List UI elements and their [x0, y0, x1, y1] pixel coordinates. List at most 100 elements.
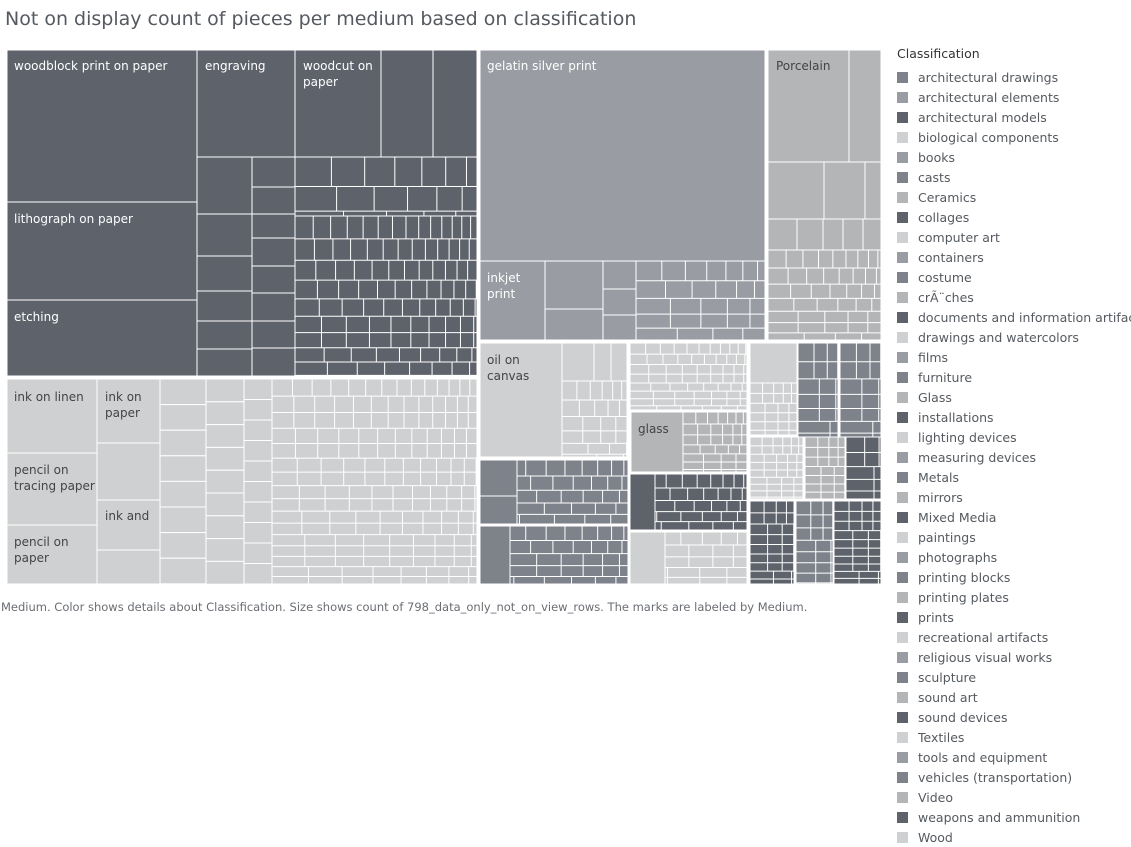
treemap-cell[interactable]: [159, 557, 207, 585]
treemap-cell[interactable]: [864, 161, 882, 220]
treemap-cell[interactable]: [243, 501, 273, 523]
legend-item[interactable]: crÃ¨ches: [897, 287, 1129, 307]
treemap-cell[interactable]: [243, 419, 273, 441]
treemap-cell[interactable]: [196, 156, 253, 215]
legend-item[interactable]: collages: [897, 207, 1129, 227]
treemap-cell[interactable]: [610, 342, 628, 382]
treemap-cell[interactable]: [196, 290, 253, 322]
treemap-cell[interactable]: [251, 347, 296, 377]
treemap-cell[interactable]: [294, 49, 382, 158]
treemap-cell[interactable]: [196, 348, 253, 377]
legend-item[interactable]: Wood: [897, 827, 1129, 847]
treemap-cell[interactable]: [823, 161, 866, 220]
legend-item[interactable]: Mixed Media: [897, 507, 1129, 527]
treemap-cell[interactable]: [251, 213, 296, 239]
treemap-cell[interactable]: [243, 460, 273, 482]
legend-item[interactable]: Video: [897, 787, 1129, 807]
legend-item[interactable]: recreational artifacts: [897, 627, 1129, 647]
legend-item[interactable]: Glass: [897, 387, 1129, 407]
treemap-cell[interactable]: [159, 506, 207, 534]
legend-item[interactable]: sound art: [897, 687, 1129, 707]
treemap-cell[interactable]: [243, 378, 273, 400]
treemap-cell[interactable]: [205, 492, 245, 517]
legend-item[interactable]: prints: [897, 607, 1129, 627]
treemap-cell[interactable]: [251, 320, 296, 349]
treemap-cell[interactable]: [271, 378, 478, 585]
treemap-cell[interactable]: [205, 469, 245, 494]
treemap-cell[interactable]: [544, 308, 604, 341]
legend-item[interactable]: tools and equipment: [897, 747, 1129, 767]
treemap-cell[interactable]: [593, 342, 612, 382]
treemap-cell[interactable]: [205, 424, 245, 448]
treemap-cell[interactable]: [159, 532, 207, 559]
treemap-cell[interactable]: [479, 342, 563, 458]
treemap-cell[interactable]: [243, 563, 273, 585]
treemap-cell[interactable]: [833, 500, 882, 585]
treemap-cell[interactable]: [862, 218, 882, 251]
treemap-cell[interactable]: [96, 378, 161, 444]
treemap-cell[interactable]: [796, 218, 824, 251]
treemap-cell[interactable]: [251, 156, 296, 188]
treemap-cell[interactable]: [294, 215, 478, 377]
treemap-cell[interactable]: [159, 455, 207, 482]
treemap-cell[interactable]: [629, 473, 656, 531]
treemap-cell[interactable]: [602, 288, 637, 316]
treemap-cell[interactable]: [205, 538, 245, 562]
treemap-cell[interactable]: [479, 49, 766, 262]
treemap-cell[interactable]: [243, 522, 273, 544]
legend-item[interactable]: sculpture: [897, 667, 1129, 687]
treemap-cell[interactable]: [96, 549, 161, 585]
treemap-cell[interactable]: [251, 292, 296, 322]
legend-item[interactable]: containers: [897, 247, 1129, 267]
legend-item[interactable]: casts: [897, 167, 1129, 187]
treemap-cell[interactable]: [629, 531, 666, 585]
treemap-cell[interactable]: [243, 481, 273, 503]
treemap-cell[interactable]: [243, 542, 273, 564]
legend-item[interactable]: furniture: [897, 367, 1129, 387]
legend-item[interactable]: photographs: [897, 547, 1129, 567]
treemap-cell[interactable]: [767, 218, 798, 251]
treemap-cell[interactable]: [845, 436, 882, 500]
legend-item[interactable]: films: [897, 347, 1129, 367]
treemap-cell[interactable]: [251, 237, 296, 267]
treemap-cell[interactable]: [196, 320, 253, 350]
treemap-cell[interactable]: [839, 342, 882, 438]
legend-item[interactable]: religious visual works: [897, 647, 1129, 667]
legend-item[interactable]: architectural drawings: [897, 67, 1129, 87]
treemap-cell[interactable]: [251, 265, 296, 294]
treemap-cell[interactable]: [630, 411, 684, 473]
treemap-cell[interactable]: [804, 436, 846, 500]
legend-item[interactable]: architectural models: [897, 107, 1129, 127]
treemap-cell[interactable]: [767, 49, 850, 163]
treemap-cell[interactable]: [6, 378, 98, 454]
treemap-cell[interactable]: [479, 525, 511, 585]
treemap-cell[interactable]: [243, 440, 273, 462]
legend-item[interactable]: books: [897, 147, 1129, 167]
legend-item[interactable]: architectural elements: [897, 87, 1129, 107]
treemap-cell[interactable]: [205, 515, 245, 540]
treemap-cell[interactable]: [96, 499, 161, 551]
legend-item[interactable]: vehicles (transportation): [897, 767, 1129, 787]
treemap-cell[interactable]: [205, 401, 245, 426]
legend-item[interactable]: paintings: [897, 527, 1129, 547]
legend-item[interactable]: drawings and watercolors: [897, 327, 1129, 347]
treemap-cell[interactable]: [544, 260, 604, 310]
treemap-cell[interactable]: [822, 218, 844, 251]
treemap-cell[interactable]: [251, 186, 296, 215]
treemap-cell[interactable]: [795, 500, 834, 585]
treemap-cell[interactable]: [205, 560, 245, 585]
treemap-cell[interactable]: [749, 342, 798, 384]
treemap-cell[interactable]: [479, 459, 518, 497]
treemap-cell[interactable]: [205, 446, 245, 471]
legend-item[interactable]: printing plates: [897, 587, 1129, 607]
treemap-cell[interactable]: [602, 314, 637, 341]
treemap-cell[interactable]: [196, 49, 296, 158]
legend-item[interactable]: Ceramics: [897, 187, 1129, 207]
legend-item[interactable]: installations: [897, 407, 1129, 427]
legend-item[interactable]: measuring devices: [897, 447, 1129, 467]
treemap-cell[interactable]: [159, 378, 207, 406]
treemap-cell[interactable]: [561, 342, 595, 382]
treemap-cell[interactable]: [848, 49, 882, 163]
treemap-cell[interactable]: [205, 378, 245, 403]
treemap-cell[interactable]: [159, 404, 207, 431]
